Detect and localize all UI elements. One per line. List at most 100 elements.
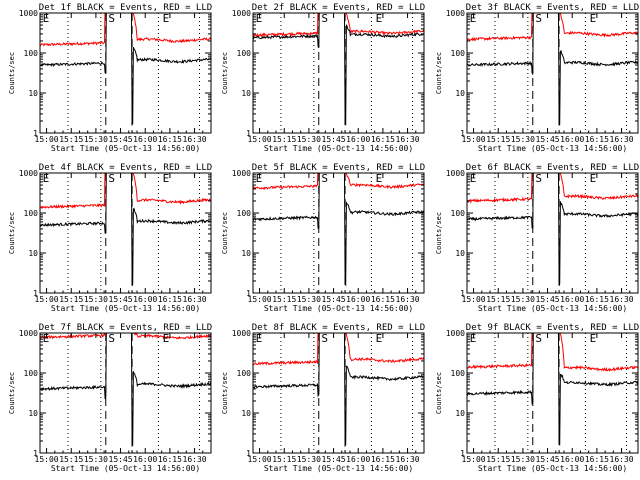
x-tick-label: 15:15 xyxy=(486,455,510,464)
y-tick-label: 1000 xyxy=(19,169,38,178)
y-tick-label: 1 xyxy=(246,129,251,138)
x-tick-label: 15:00 xyxy=(35,455,59,464)
panel-title: Det 3f BLACK = Events, RED = LLD xyxy=(466,3,639,13)
attenuator-marker-label: E xyxy=(163,172,170,185)
x-tick-label: 15:45 xyxy=(322,135,346,144)
x-tick-label: 16:30 xyxy=(183,135,207,144)
x-tick-label: 15:30 xyxy=(511,455,535,464)
lld-series-line xyxy=(253,333,424,366)
y-axis-label: Counts/sec xyxy=(221,52,229,94)
y-tick-label: 10 xyxy=(28,409,38,418)
x-tick-label: 15:00 xyxy=(248,135,272,144)
y-tick-label: 1 xyxy=(460,289,465,298)
plot-frame xyxy=(39,172,212,294)
x-tick-label: 15:15 xyxy=(272,295,296,304)
x-tick-label: 16:00 xyxy=(346,455,370,464)
y-axis-label: Counts/sec xyxy=(8,52,16,94)
events-series-line xyxy=(467,13,638,126)
y-tick-label: 1000 xyxy=(446,329,465,338)
y-tick-label: 100 xyxy=(24,369,39,378)
x-tick-label: 15:15 xyxy=(486,295,510,304)
lld-series-line xyxy=(467,333,638,372)
attenuator-marker-label: S xyxy=(321,12,328,25)
x-axis-label: Start Time (05-Oct-13 14:56:00) xyxy=(51,464,200,473)
x-tick-label: 15:30 xyxy=(297,135,321,144)
x-tick-label: 15:45 xyxy=(536,135,560,144)
attenuator-marker-label: E xyxy=(43,332,50,345)
events-series-line xyxy=(467,333,638,446)
x-tick-label: 16:15 xyxy=(585,455,609,464)
panel-9: Det 9f BLACK = Events, RED = LLD 1 10 100 10… xyxy=(435,323,639,473)
x-tick-label: 15:30 xyxy=(84,295,108,304)
plot-frame xyxy=(252,12,425,134)
lld-series-line xyxy=(467,13,638,42)
events-series-line xyxy=(253,173,424,287)
events-series-line xyxy=(253,333,424,448)
y-axis-label: Counts/sec xyxy=(435,52,443,94)
x-tick-label: 15:45 xyxy=(109,135,133,144)
y-tick-label: 1 xyxy=(33,289,38,298)
attenuator-marker-label: E xyxy=(256,172,263,185)
x-tick-label: 15:45 xyxy=(109,295,133,304)
x-tick-label: 16:30 xyxy=(610,455,634,464)
x-tick-label: 16:00 xyxy=(346,295,370,304)
y-tick-label: 100 xyxy=(237,49,252,58)
plot-frame xyxy=(252,172,425,294)
panel-title: Det 2f BLACK = Events, RED = LLD xyxy=(252,3,425,13)
x-axis-label: Start Time (05-Oct-13 14:56:00) xyxy=(478,464,627,473)
x-tick-label: 16:30 xyxy=(396,135,420,144)
x-tick-label: 16:15 xyxy=(585,135,609,144)
y-tick-label: 100 xyxy=(237,209,252,218)
attenuator-marker-label: E xyxy=(590,172,597,185)
x-tick-label: 16:15 xyxy=(158,455,182,464)
x-tick-label: 15:45 xyxy=(109,455,133,464)
x-axis-label: Start Time (05-Oct-13 14:56:00) xyxy=(51,304,200,313)
panel-8: Det 8f BLACK = Events, RED = LLD 1 10 100 10… xyxy=(221,323,425,473)
x-tick-label: 16:00 xyxy=(133,455,157,464)
x-tick-label: 16:30 xyxy=(183,295,207,304)
x-tick-label: 16:15 xyxy=(158,135,182,144)
x-tick-label: 16:00 xyxy=(133,295,157,304)
events-series-line xyxy=(40,13,211,127)
attenuator-marker-label: S xyxy=(108,332,115,345)
y-tick-label: 1 xyxy=(33,449,38,458)
x-tick-label: 15:15 xyxy=(59,455,83,464)
x-tick-label: 16:00 xyxy=(560,455,584,464)
x-tick-label: 15:15 xyxy=(59,135,83,144)
x-tick-label: 15:00 xyxy=(248,455,272,464)
panel-4: Det 4f BLACK = Events, RED = LLD 1 10 100 10… xyxy=(8,163,212,313)
x-tick-label: 16:30 xyxy=(183,455,207,464)
events-series-line xyxy=(253,13,424,126)
plot-frame xyxy=(466,332,639,454)
x-tick-label: 15:15 xyxy=(59,295,83,304)
attenuator-marker-label: S xyxy=(321,332,328,345)
lld-series-line xyxy=(467,173,638,204)
x-tick-label: 16:30 xyxy=(396,295,420,304)
attenuator-marker-label: E xyxy=(43,12,50,25)
panel-title: Det 4f BLACK = Events, RED = LLD xyxy=(39,163,212,173)
y-tick-label: 100 xyxy=(24,49,39,58)
attenuator-marker-label: E xyxy=(470,332,477,345)
y-axis-label: Counts/sec xyxy=(221,372,229,414)
panel-title: Det 9f BLACK = Events, RED = LLD xyxy=(466,323,639,333)
y-axis-label: Counts/sec xyxy=(8,372,16,414)
y-tick-label: 1000 xyxy=(446,9,465,18)
panel-title: Det 8f BLACK = Events, RED = LLD xyxy=(252,323,425,333)
x-tick-label: 16:00 xyxy=(346,135,370,144)
y-tick-label: 10 xyxy=(28,89,38,98)
x-tick-label: 15:15 xyxy=(272,135,296,144)
x-tick-label: 15:15 xyxy=(486,135,510,144)
y-tick-label: 1000 xyxy=(446,169,465,178)
x-tick-label: 15:30 xyxy=(511,295,535,304)
attenuator-marker-label: E xyxy=(376,332,383,345)
y-tick-label: 1 xyxy=(460,449,465,458)
attenuator-marker-label: E xyxy=(256,332,263,345)
x-tick-label: 16:30 xyxy=(610,135,634,144)
y-tick-label: 10 xyxy=(455,409,465,418)
y-tick-label: 100 xyxy=(24,209,39,218)
x-tick-label: 15:00 xyxy=(462,295,486,304)
x-tick-label: 16:00 xyxy=(560,135,584,144)
lld-series-line xyxy=(253,173,424,191)
events-series-line xyxy=(467,173,638,286)
y-tick-label: 1 xyxy=(460,129,465,138)
